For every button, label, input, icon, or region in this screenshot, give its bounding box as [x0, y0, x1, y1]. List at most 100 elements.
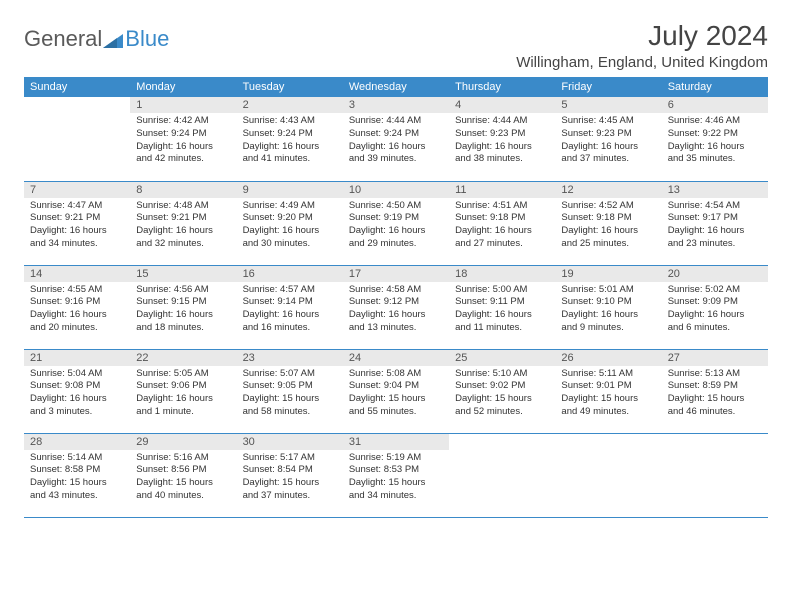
day-details: Sunrise: 5:07 AMSunset: 9:05 PMDaylight:… — [237, 366, 343, 423]
day-line-ss: Sunset: 9:23 PM — [561, 128, 655, 141]
logo-text-general: General — [24, 26, 102, 52]
day-line-d1: Daylight: 15 hours — [668, 393, 762, 406]
day-line-sr: Sunrise: 5:10 AM — [455, 368, 549, 381]
day-line-d2: and 41 minutes. — [243, 153, 337, 166]
day-line-ss: Sunset: 9:17 PM — [668, 212, 762, 225]
day-number: 12 — [555, 182, 661, 198]
day-line-sr: Sunrise: 4:55 AM — [30, 284, 124, 297]
day-line-sr: Sunrise: 4:50 AM — [349, 200, 443, 213]
weekday-sat: Saturday — [662, 77, 768, 97]
day-line-d1: Daylight: 16 hours — [243, 309, 337, 322]
day-line-d1: Daylight: 15 hours — [455, 393, 549, 406]
day-line-d2: and 32 minutes. — [136, 238, 230, 251]
day-number: 24 — [343, 350, 449, 366]
day-number: 3 — [343, 97, 449, 113]
day-cell: 26Sunrise: 5:11 AMSunset: 9:01 PMDayligh… — [555, 349, 661, 433]
day-line-ss: Sunset: 9:18 PM — [455, 212, 549, 225]
day-cell: 9 Sunrise: 4:49 AMSunset: 9:20 PMDaylight… — [237, 181, 343, 265]
day-cell: 19Sunrise: 5:01 AMSunset: 9:10 PMDayligh… — [555, 265, 661, 349]
day-line-d1: Daylight: 16 hours — [136, 309, 230, 322]
day-line-sr: Sunrise: 5:01 AM — [561, 284, 655, 297]
day-details: Sunrise: 5:17 AMSunset: 8:54 PMDaylight:… — [237, 450, 343, 507]
day-number: 6 — [662, 97, 768, 113]
day-details: Sunrise: 4:56 AMSunset: 9:15 PMDaylight:… — [130, 282, 236, 339]
day-details: Sunrise: 4:48 AMSunset: 9:21 PMDaylight:… — [130, 198, 236, 255]
day-cell: 1Sunrise: 4:42 AMSunset: 9:24 PMDaylight… — [130, 97, 236, 181]
day-line-d2: and 11 minutes. — [455, 322, 549, 335]
day-cell — [449, 433, 555, 517]
day-line-ss: Sunset: 8:53 PM — [349, 464, 443, 477]
day-line-d2: and 27 minutes. — [455, 238, 549, 251]
day-line-ss: Sunset: 9:24 PM — [136, 128, 230, 141]
day-cell: 23Sunrise: 5:07 AMSunset: 9:05 PMDayligh… — [237, 349, 343, 433]
day-line-d1: Daylight: 16 hours — [136, 225, 230, 238]
day-line-sr: Sunrise: 4:47 AM — [30, 200, 124, 213]
day-line-d1: Daylight: 16 hours — [243, 225, 337, 238]
day-line-d2: and 49 minutes. — [561, 406, 655, 419]
day-line-d1: Daylight: 16 hours — [136, 393, 230, 406]
day-line-d2: and 18 minutes. — [136, 322, 230, 335]
day-number: 15 — [130, 266, 236, 282]
day-line-sr: Sunrise: 5:00 AM — [455, 284, 549, 297]
weekday-tue: Tuesday — [237, 77, 343, 97]
logo: General Blue — [24, 26, 169, 52]
day-line-d2: and 13 minutes. — [349, 322, 443, 335]
day-line-ss: Sunset: 9:01 PM — [561, 380, 655, 393]
day-line-ss: Sunset: 9:24 PM — [349, 128, 443, 141]
day-cell: 10Sunrise: 4:50 AMSunset: 9:19 PMDayligh… — [343, 181, 449, 265]
location-text: Willingham, England, United Kingdom — [516, 54, 768, 71]
calendar-table: Sunday Monday Tuesday Wednesday Thursday… — [24, 77, 768, 518]
day-number: 23 — [237, 350, 343, 366]
day-line-d1: Daylight: 16 hours — [455, 225, 549, 238]
day-details: Sunrise: 4:44 AMSunset: 9:23 PMDaylight:… — [449, 113, 555, 170]
day-line-d1: Daylight: 16 hours — [30, 393, 124, 406]
day-line-sr: Sunrise: 4:52 AM — [561, 200, 655, 213]
day-number: 16 — [237, 266, 343, 282]
day-number: 25 — [449, 350, 555, 366]
day-details: Sunrise: 5:01 AMSunset: 9:10 PMDaylight:… — [555, 282, 661, 339]
day-line-ss: Sunset: 9:24 PM — [243, 128, 337, 141]
day-cell: 17Sunrise: 4:58 AMSunset: 9:12 PMDayligh… — [343, 265, 449, 349]
day-line-d2: and 35 minutes. — [668, 153, 762, 166]
day-cell: 5Sunrise: 4:45 AMSunset: 9:23 PMDaylight… — [555, 97, 661, 181]
day-number: 26 — [555, 350, 661, 366]
day-details: Sunrise: 5:14 AMSunset: 8:58 PMDaylight:… — [24, 450, 130, 507]
day-line-sr: Sunrise: 4:51 AM — [455, 200, 549, 213]
day-cell: 12Sunrise: 4:52 AMSunset: 9:18 PMDayligh… — [555, 181, 661, 265]
day-line-ss: Sunset: 9:20 PM — [243, 212, 337, 225]
day-line-d2: and 6 minutes. — [668, 322, 762, 335]
day-number: 14 — [24, 266, 130, 282]
day-line-sr: Sunrise: 4:44 AM — [349, 115, 443, 128]
day-number: 5 — [555, 97, 661, 113]
day-line-d1: Daylight: 16 hours — [349, 309, 443, 322]
day-number: 10 — [343, 182, 449, 198]
day-line-d2: and 37 minutes. — [561, 153, 655, 166]
day-line-d1: Daylight: 15 hours — [243, 393, 337, 406]
day-details: Sunrise: 4:44 AMSunset: 9:24 PMDaylight:… — [343, 113, 449, 170]
day-line-d2: and 1 minute. — [136, 406, 230, 419]
day-details: Sunrise: 4:58 AMSunset: 9:12 PMDaylight:… — [343, 282, 449, 339]
day-cell — [24, 97, 130, 181]
day-line-ss: Sunset: 9:19 PM — [349, 212, 443, 225]
day-line-ss: Sunset: 9:14 PM — [243, 296, 337, 309]
day-number: 1 — [130, 97, 236, 113]
day-cell: 20Sunrise: 5:02 AMSunset: 9:09 PMDayligh… — [662, 265, 768, 349]
day-cell: 7Sunrise: 4:47 AMSunset: 9:21 PMDaylight… — [24, 181, 130, 265]
day-number: 11 — [449, 182, 555, 198]
month-title: July 2024 — [516, 20, 768, 52]
day-details: Sunrise: 5:02 AMSunset: 9:09 PMDaylight:… — [662, 282, 768, 339]
day-line-d2: and 29 minutes. — [349, 238, 443, 251]
day-line-ss: Sunset: 9:02 PM — [455, 380, 549, 393]
day-cell: 2Sunrise: 4:43 AMSunset: 9:24 PMDaylight… — [237, 97, 343, 181]
day-line-sr: Sunrise: 4:49 AM — [243, 200, 337, 213]
day-line-ss: Sunset: 9:21 PM — [136, 212, 230, 225]
day-cell: 30Sunrise: 5:17 AMSunset: 8:54 PMDayligh… — [237, 433, 343, 517]
day-line-ss: Sunset: 9:04 PM — [349, 380, 443, 393]
week-row: 14Sunrise: 4:55 AMSunset: 9:16 PMDayligh… — [24, 265, 768, 349]
day-line-d2: and 43 minutes. — [30, 490, 124, 503]
day-cell: 15Sunrise: 4:56 AMSunset: 9:15 PMDayligh… — [130, 265, 236, 349]
day-number: 9 — [237, 182, 343, 198]
day-line-ss: Sunset: 9:06 PM — [136, 380, 230, 393]
day-line-d2: and 37 minutes. — [243, 490, 337, 503]
day-number: 4 — [449, 97, 555, 113]
